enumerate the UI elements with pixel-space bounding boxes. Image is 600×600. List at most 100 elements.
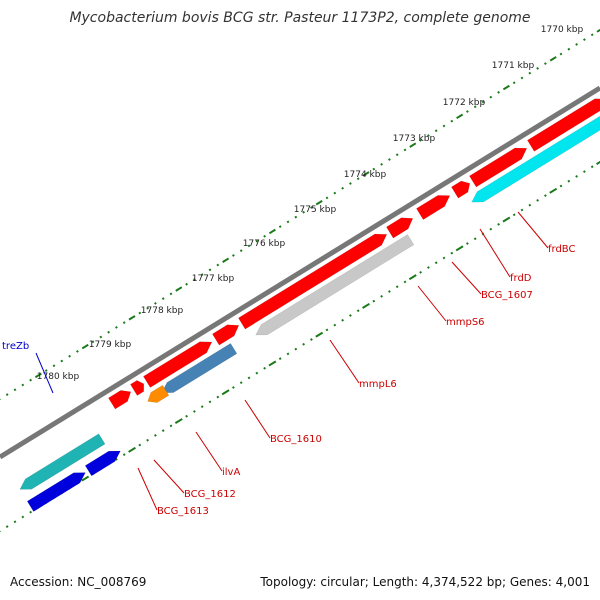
tick-minor [138, 311, 142, 315]
tick-major [315, 331, 324, 338]
gene-arrow-frdD [469, 147, 528, 188]
leader-line-mmpL6 [329, 339, 360, 384]
tick-minor [325, 196, 329, 200]
tick-minor [559, 52, 563, 56]
tick-minor [427, 266, 430, 269]
tick-minor [232, 254, 235, 257]
leader-line-BCG_1607 [451, 261, 482, 295]
tick-major [549, 56, 557, 62]
gene-label-BCG_1607: BCG_1607 [481, 290, 533, 301]
kbp-tick-label: 1777 kbp [192, 274, 235, 284]
tick-minor [372, 299, 376, 303]
gene-arrow-blue-right [84, 450, 121, 477]
kbp-tick-label: 1771 kbp [492, 61, 535, 71]
tick-minor [138, 443, 142, 447]
tick-minor [60, 359, 64, 363]
backbone-line [0, 85, 600, 460]
tick-minor [450, 119, 454, 123]
tick-minor [0, 529, 1, 533]
kbp-tick-label: 1779 kbp [89, 340, 132, 350]
leader-line-ilvA [195, 431, 223, 472]
outer-tick-row [0, 27, 600, 401]
tick-minor [466, 242, 469, 245]
tick-minor [403, 280, 407, 284]
gene-label-BCG_1610: BCG_1610 [270, 434, 322, 445]
kbp-tick-label: 1780 kbp [37, 372, 80, 382]
tick-major [315, 200, 323, 206]
tick-major [596, 159, 600, 165]
kbp-tick-label: 1775 kbp [294, 205, 337, 215]
tick-major [409, 142, 417, 148]
tick-minor [388, 158, 391, 161]
tick-minor [356, 309, 360, 313]
tick-minor [5, 393, 9, 396]
kbp-tick-label: 1774 kbp [344, 170, 387, 180]
tick-minor [419, 270, 422, 274]
tick-major [222, 257, 230, 263]
kbp-tick-label: 1778 kbp [141, 306, 184, 316]
tick-minor [512, 213, 516, 217]
gene-arrow-BCG_1612-orange [147, 384, 170, 403]
tick-major [456, 113, 464, 120]
gene-label-treZb: treZb [2, 341, 29, 352]
tick-minor [512, 81, 516, 85]
tick-minor [450, 251, 454, 255]
gene-arrow-mmpL6-grey [255, 234, 415, 336]
tick-minor [325, 328, 329, 332]
gene-label-ilvA: ilvA [222, 467, 240, 478]
gene-arrow-blue-left [26, 472, 86, 512]
tick-major [268, 228, 276, 235]
tick-minor [169, 292, 173, 296]
gene-label-frdBC: frdBC [548, 244, 575, 255]
tick-minor [442, 124, 446, 128]
tick-minor [302, 210, 305, 214]
tick-minor [575, 43, 578, 46]
leader-line-frdBC [517, 211, 549, 249]
tick-minor [427, 134, 430, 137]
tick-minor [559, 184, 563, 188]
tick-major [408, 274, 417, 281]
tick-minor [247, 244, 251, 248]
tick-minor [481, 100, 485, 104]
tick-minor [232, 386, 235, 389]
tick-minor [333, 323, 337, 327]
tick-minor [107, 330, 110, 334]
tick-minor [583, 170, 586, 173]
tick-minor [200, 273, 204, 277]
gene-arrow-mmpL6 [238, 233, 388, 330]
kbp-tick-label: 1773 kbp [393, 134, 436, 144]
tick-minor [349, 314, 352, 317]
accession-text: Accession: NC_008769 [10, 575, 147, 589]
tick-minor [216, 395, 220, 399]
tick-minor [567, 179, 571, 183]
tick-major [362, 171, 370, 177]
tick-minor [263, 234, 266, 238]
gene-arrow-BCG_1610 [212, 324, 240, 346]
tick-minor [466, 110, 469, 113]
tick-minor [115, 326, 118, 329]
gene-arrow-BCG_1613-red [108, 390, 132, 410]
tick-minor [161, 297, 165, 301]
gene-label-BCG_1612: BCG_1612 [184, 489, 236, 500]
tick-minor [388, 290, 391, 293]
tick-minor [536, 67, 539, 70]
tick-minor [99, 335, 103, 339]
tick-minor [193, 410, 196, 413]
tick-major [175, 286, 183, 292]
gene-arrow-ilvA-red [143, 341, 213, 388]
tick-minor [380, 162, 383, 166]
leader-line-frdD [479, 228, 511, 278]
tick-minor [544, 194, 547, 197]
tick-minor [434, 261, 438, 265]
tick-minor [528, 71, 532, 75]
tick-minor [169, 424, 173, 428]
gene-label-frdD: frdD [510, 273, 532, 284]
tick-minor [29, 378, 32, 382]
tick-major [549, 187, 558, 194]
tick-minor [520, 76, 524, 80]
leader-line-BCG_1610 [244, 399, 271, 439]
tick-major [174, 418, 183, 424]
tick-minor [76, 350, 79, 353]
tick-minor [434, 129, 438, 133]
tick-minor [29, 510, 32, 514]
